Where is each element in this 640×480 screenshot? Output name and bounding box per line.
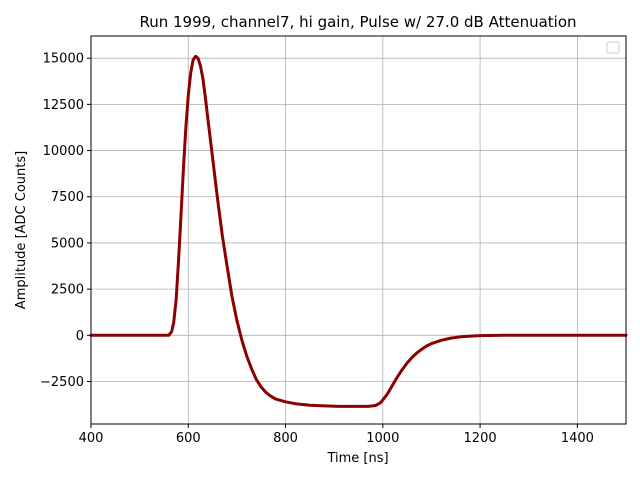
x-ticks: 400 600 800 1000 1200 1400 — [79, 424, 594, 446]
y-tick-label: 0 — [76, 329, 84, 344]
legend-box — [606, 41, 620, 54]
x-tick-label: 400 — [79, 431, 104, 446]
y-ticks: −2500 0 2500 5000 7500 10000 12500 15000 — [40, 52, 91, 390]
y-tick-label: 10000 — [43, 144, 84, 159]
x-tick-label: 1200 — [464, 431, 497, 446]
x-axis-label: Time [ns] — [326, 451, 388, 466]
chart-title: Run 1999, channel7, hi gain, Pulse w/ 27… — [139, 13, 576, 31]
y-tick-label: 2500 — [51, 283, 84, 298]
series — [89, 54, 628, 408]
plot-frame — [90, 35, 627, 425]
x-tick-label: 600 — [176, 431, 201, 446]
series-line — [89, 54, 628, 408]
x-tick-label: 800 — [273, 431, 298, 446]
y-axis-label: Amplitude [ADC Counts] — [14, 151, 29, 309]
y-tick-label: 7500 — [51, 190, 84, 205]
y-tick-label: 12500 — [43, 98, 84, 113]
x-tick-label: 1400 — [561, 431, 594, 446]
y-tick-label: 15000 — [43, 52, 84, 67]
grid — [90, 36, 626, 424]
x-tick-label: 1000 — [366, 431, 399, 446]
y-tick-label: −2500 — [40, 375, 84, 390]
y-tick-label: 5000 — [51, 236, 84, 251]
plot-area — [91, 36, 626, 424]
